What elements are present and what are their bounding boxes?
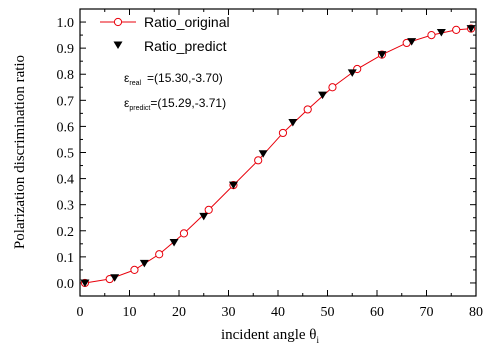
y-tick-label: 0.3	[57, 199, 75, 214]
y-tick-label: 0.0	[57, 277, 75, 292]
annotation-epsilon-real-value: =(15.30,-3.70)	[147, 71, 223, 85]
x-tick-label: 50	[321, 305, 335, 320]
x-tick-label: 0	[77, 305, 84, 320]
original-point	[179, 229, 189, 238]
y-tick-label: 0.9	[57, 42, 75, 57]
axis-tick-labels: 0 10 20 30 40 50 60 70 80 0.0 0.1 0.2 0.3 0.4 0.5 0.6 0.…	[57, 16, 484, 320]
x-axis-title-text: incident angle θ	[221, 327, 317, 343]
y-tick-label: 0.7	[57, 94, 75, 109]
predict-point	[347, 69, 357, 77]
annotation-epsilon-predict-value: =(15.29,-3.71)	[150, 96, 226, 110]
axis-ticks	[79, 9, 477, 296]
original-point	[254, 156, 263, 165]
annotation-epsilon-real-subscript: real	[129, 80, 141, 87]
predict-point	[377, 51, 387, 59]
y-tick-label: 0.6	[57, 120, 75, 135]
predict-point	[80, 279, 90, 287]
original-point	[303, 105, 312, 114]
predict-point	[110, 274, 120, 282]
predict-point	[258, 150, 268, 158]
predict-point	[466, 25, 476, 33]
x-tick-label: 80	[469, 305, 483, 320]
predict-point	[288, 118, 298, 127]
original-point	[452, 25, 461, 34]
legend-label-predict: Ratio_predict	[144, 38, 227, 54]
series-ratio-original-line	[84, 28, 472, 284]
x-tick-label: 20	[172, 305, 186, 320]
y-tick-label: 0.5	[57, 147, 75, 162]
y-tick-label: 0.1	[57, 251, 75, 266]
legend-swatch-circle-original	[113, 17, 123, 27]
plot-frame	[79, 8, 477, 297]
predict-point	[228, 181, 238, 190]
series-ratio-original-path	[84, 28, 472, 284]
annotation-epsilon-real: εreal =(15.30,-3.70)	[124, 71, 223, 87]
original-point	[427, 30, 436, 40]
y-tick-label: 0.4	[57, 173, 75, 188]
x-tick-label: 70	[420, 305, 434, 320]
x-tick-label: 40	[271, 305, 285, 320]
y-axis-title: Polarization discrimination ratio	[12, 55, 28, 249]
series-ratio-predict-markers	[80, 25, 476, 287]
original-point	[328, 83, 337, 92]
predict-point	[436, 28, 446, 37]
predict-point	[199, 212, 209, 221]
x-axis-title-subscript: i	[316, 335, 319, 345]
legend: Ratio_original Ratio_predict	[100, 14, 230, 54]
series-ratio-original-markers	[80, 24, 476, 288]
predict-point	[407, 38, 417, 46]
annotation-epsilon-predict: εpredict=(15.29,-3.71)	[124, 96, 226, 112]
x-axis-title: incident angle θi	[221, 327, 320, 345]
y-tick-label: 0.8	[57, 68, 75, 83]
original-point	[155, 250, 164, 259]
annotations: εreal =(15.30,-3.70) εpredict=(15.29,-3.7…	[124, 71, 226, 112]
original-point	[204, 205, 213, 214]
original-point	[278, 128, 288, 138]
x-tick-label: 30	[222, 305, 236, 320]
x-tick-label: 10	[123, 305, 137, 320]
legend-swatch-triangle-predict	[113, 41, 123, 49]
annotation-epsilon-predict-subscript: predict	[129, 105, 150, 112]
y-tick-label: 0.2	[57, 225, 75, 240]
x-tick-label: 60	[370, 305, 384, 320]
y-tick-label: 1.0	[57, 16, 75, 31]
legend-label-original: Ratio_original	[144, 14, 230, 30]
predict-point	[139, 259, 149, 268]
predict-point	[318, 91, 328, 100]
original-point	[130, 265, 139, 275]
annotation-epsilon-predict-symbol: ε	[124, 96, 130, 110]
predict-point	[169, 239, 179, 247]
annotation-epsilon-real-symbol: ε	[124, 71, 130, 85]
